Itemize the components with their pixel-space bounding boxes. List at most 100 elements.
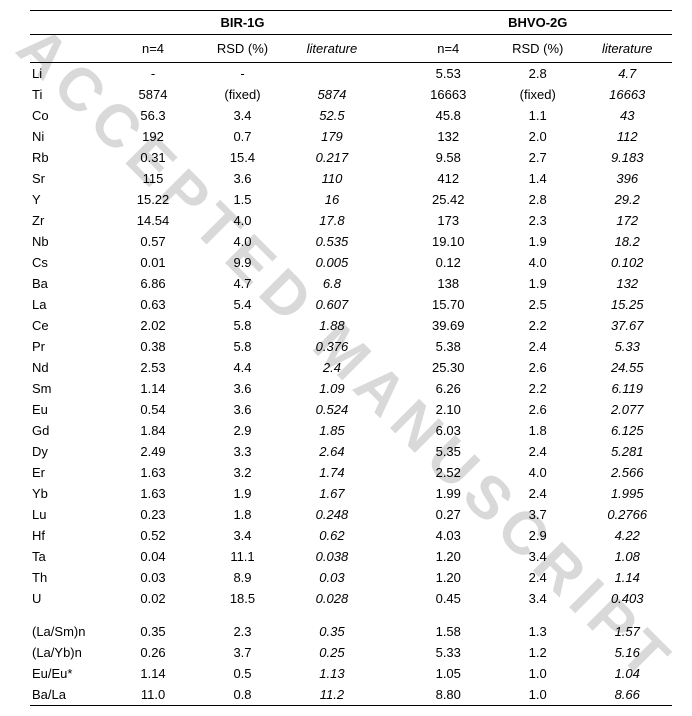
cell-gap [377,684,404,706]
cell-b-rsd: 2.4 [493,567,582,588]
cell-a-n: 2.53 [108,357,197,378]
cell-a-rsd: - [198,63,287,85]
cell-a-lit: 0.005 [287,252,376,273]
cell-gap [377,315,404,336]
cell-b-rsd: 1.3 [493,621,582,642]
cell-a-n: 0.02 [108,588,197,609]
cell-b-lit: 6.125 [582,420,672,441]
cell-gap [377,504,404,525]
cell-a-n: 2.49 [108,441,197,462]
cell-a-n: 5874 [108,84,197,105]
cell-a-rsd: 3.2 [198,462,287,483]
cell-a-rsd: 2.9 [198,420,287,441]
cell-a-lit: 52.5 [287,105,376,126]
cell-gap [377,588,404,609]
header-rsd-a: RSD (%) [198,35,287,63]
cell-gap [377,357,404,378]
cell-gap [377,231,404,252]
cell-b-rsd: 2.2 [493,315,582,336]
cell-b-rsd: 3.7 [493,504,582,525]
table-row: Nb0.574.00.53519.101.918.2 [30,231,672,252]
cell-b-n: 25.30 [404,357,493,378]
cell-b-n: 132 [404,126,493,147]
cell-gap [377,105,404,126]
cell-b-rsd: 2.7 [493,147,582,168]
cell-a-n: 1.63 [108,462,197,483]
cell-a-rsd: 18.5 [198,588,287,609]
header-lit-b: literature [582,35,672,63]
cell-element: Ba [30,273,108,294]
table-row: Li--5.532.84.7 [30,63,672,85]
cell-a-n: 15.22 [108,189,197,210]
cell-a-lit: 17.8 [287,210,376,231]
cell-b-lit: 24.55 [582,357,672,378]
cell-a-rsd: 1.9 [198,483,287,504]
cell-element: Sr [30,168,108,189]
cell-gap [377,63,404,85]
cell-a-lit: 16 [287,189,376,210]
cell-b-n: 138 [404,273,493,294]
cell-b-lit: 1.995 [582,483,672,504]
cell-gap [377,84,404,105]
cell-b-lit: 132 [582,273,672,294]
cell-a-lit: 179 [287,126,376,147]
table-row: Ce2.025.81.8839.692.237.67 [30,315,672,336]
cell-a-lit: 0.535 [287,231,376,252]
cell-gap [377,441,404,462]
cell-a-lit: 0.028 [287,588,376,609]
cell-gap [377,210,404,231]
cell-element: Yb [30,483,108,504]
cell-b-lit: 0.102 [582,252,672,273]
table-row: Ba6.864.76.81381.9132 [30,273,672,294]
cell-a-lit: 1.09 [287,378,376,399]
header-rsd-b: RSD (%) [493,35,582,63]
table-row: La0.635.40.60715.702.515.25 [30,294,672,315]
cell-element: Y [30,189,108,210]
cell-gap [377,420,404,441]
cell-b-n: 0.45 [404,588,493,609]
cell-b-rsd: 2.0 [493,126,582,147]
cell-gap [377,168,404,189]
cell-a-lit: 1.88 [287,315,376,336]
table-row: Ni1920.71791322.0112 [30,126,672,147]
cell-element: (La/Yb)n [30,642,108,663]
cell-b-n: 16663 [404,84,493,105]
cell-element: Gd [30,420,108,441]
cell-gap [377,546,404,567]
cell-b-rsd: 1.9 [493,273,582,294]
cell-a-lit: 1.13 [287,663,376,684]
cell-a-rsd: 4.7 [198,273,287,294]
cell-b-rsd: 2.8 [493,189,582,210]
cell-a-lit: 2.64 [287,441,376,462]
cell-a-n: 1.14 [108,378,197,399]
cell-a-rsd: 8.9 [198,567,287,588]
cell-gap [377,378,404,399]
cell-b-lit: 4.7 [582,63,672,85]
cell-a-n: 6.86 [108,273,197,294]
cell-b-lit: 6.119 [582,378,672,399]
cell-gap [377,525,404,546]
cell-gap [377,294,404,315]
cell-a-rsd: 0.5 [198,663,287,684]
cell-b-lit: 8.66 [582,684,672,706]
cell-gap [377,336,404,357]
cell-a-n: 192 [108,126,197,147]
cell-a-lit: 0.376 [287,336,376,357]
cell-b-lit: 0.403 [582,588,672,609]
cell-gap [377,483,404,504]
cell-b-n: 1.20 [404,567,493,588]
header-element [30,35,108,63]
table-row: Eu0.543.60.5242.102.62.077 [30,399,672,420]
cell-b-lit: 5.16 [582,642,672,663]
cell-b-lit: 5.33 [582,336,672,357]
cell-a-lit: 0.217 [287,147,376,168]
cell-b-rsd: 1.0 [493,684,582,706]
cell-b-rsd: 4.0 [493,252,582,273]
cell-a-lit [287,63,376,85]
cell-element: U [30,588,108,609]
cell-element: Zr [30,210,108,231]
cell-gap [377,147,404,168]
cell-b-n: 1.99 [404,483,493,504]
cell-b-lit: 43 [582,105,672,126]
cell-element: Sm [30,378,108,399]
